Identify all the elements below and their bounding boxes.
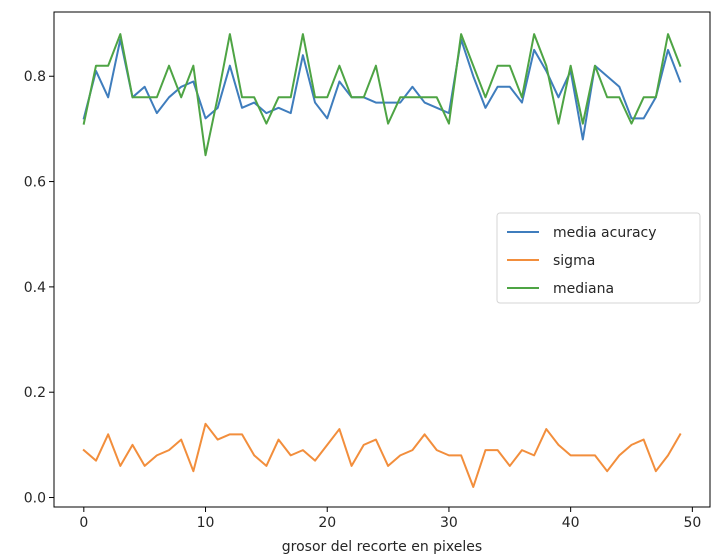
y-tick-label: 0.6 bbox=[24, 175, 46, 191]
x-tick-label: 40 bbox=[562, 515, 580, 531]
x-tick-label: 50 bbox=[683, 515, 701, 531]
y-tick-label: 0.2 bbox=[24, 385, 46, 401]
series-layer bbox=[82, 33, 682, 488]
y-tick-label: 0.8 bbox=[24, 69, 46, 85]
y-tick-label: 0.0 bbox=[24, 491, 46, 507]
x-tick-label: 30 bbox=[440, 515, 458, 531]
series-line-mediana bbox=[82, 33, 682, 157]
legend-label: sigma bbox=[553, 253, 595, 269]
x-tick-label: 0 bbox=[79, 515, 88, 531]
x-tick-label: 10 bbox=[197, 515, 215, 531]
series-line-media-acuracy bbox=[82, 38, 682, 141]
x-axis-title: grosor del recorte en pixeles bbox=[282, 539, 482, 554]
legend: media acuracy sigma mediana bbox=[496, 212, 701, 304]
plot-frame bbox=[53, 11, 711, 508]
series-line-sigma bbox=[82, 422, 682, 488]
legend-label: media acuracy bbox=[553, 225, 657, 241]
x-tick-label: 20 bbox=[318, 515, 336, 531]
legend-label: mediana bbox=[553, 281, 614, 297]
ticks-layer: 0 10 20 30 40 50 0.0 0.2 0.4 0.6 0.8 bbox=[24, 69, 702, 531]
legend-box bbox=[496, 212, 701, 304]
y-tick-label: 0.4 bbox=[24, 280, 46, 296]
